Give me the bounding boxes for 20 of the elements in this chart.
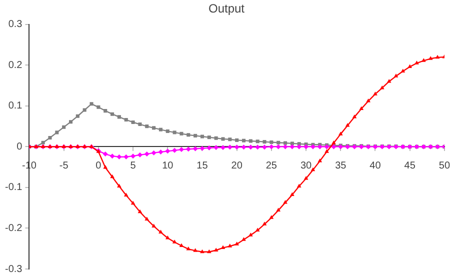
x-tick-label: 20 xyxy=(231,160,243,172)
x-tick-label: 40 xyxy=(370,160,382,172)
x-tick-label: -5 xyxy=(59,160,69,172)
y-tick-label: -0.3 xyxy=(4,264,23,275)
y-tick-label: -0.1 xyxy=(4,182,23,194)
x-tick-label: 50 xyxy=(438,160,450,172)
x-tick-label: 15 xyxy=(196,160,208,172)
x-tick-label: 0 xyxy=(96,160,102,172)
y-tick-label: 0 xyxy=(16,141,23,152)
x-tick-label: 25 xyxy=(266,160,278,172)
x-tick-label: 35 xyxy=(335,160,347,172)
y-tick-label: 0.1 xyxy=(8,100,23,112)
x-tick-label: 5 xyxy=(130,160,136,172)
x-tick-label: 45 xyxy=(404,160,416,172)
x-tick-label: 10 xyxy=(162,160,174,172)
chart-title: Output xyxy=(208,2,246,16)
y-tick-label: -0.2 xyxy=(4,222,23,234)
x-tick-label: 30 xyxy=(300,160,312,172)
y-tick-label: 0.2 xyxy=(8,60,23,71)
y-tick-label: 0.3 xyxy=(8,19,23,30)
